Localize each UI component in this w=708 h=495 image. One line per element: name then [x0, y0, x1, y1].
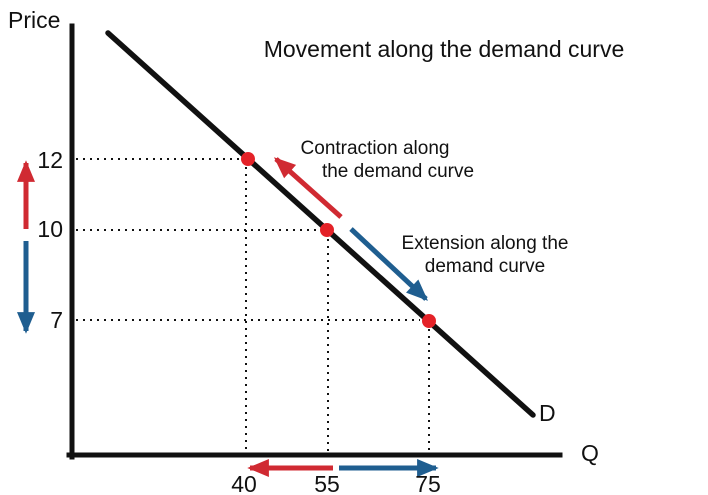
- contraction-label-line1: Contraction along: [301, 138, 450, 159]
- x-tick-55: 55: [314, 471, 340, 495]
- y-tick-12: 12: [37, 147, 63, 173]
- extension-label-line2: demand curve: [425, 256, 545, 277]
- contraction-arrow: [273, 157, 343, 219]
- extension-arrow: [349, 227, 428, 301]
- demand-curve-label: D: [539, 400, 556, 426]
- y-tick-7: 7: [50, 307, 63, 333]
- x-axis-label: Q: [581, 440, 599, 466]
- contraction-label-line2: the demand curve: [322, 161, 474, 182]
- x-tick-40: 40: [231, 471, 257, 495]
- x-tick-75: 75: [415, 471, 441, 495]
- extension-label-line1: Extension along the: [402, 233, 569, 254]
- demand-curve-line: [105, 30, 536, 418]
- y-tick-10: 10: [37, 216, 63, 242]
- point-price12-qty40: [241, 152, 255, 166]
- point-price7-qty75: [422, 314, 436, 328]
- point-price10-qty55: [320, 223, 334, 237]
- y-axis-label: Price: [8, 7, 60, 33]
- figure-title: Movement along the demand curve: [264, 36, 625, 62]
